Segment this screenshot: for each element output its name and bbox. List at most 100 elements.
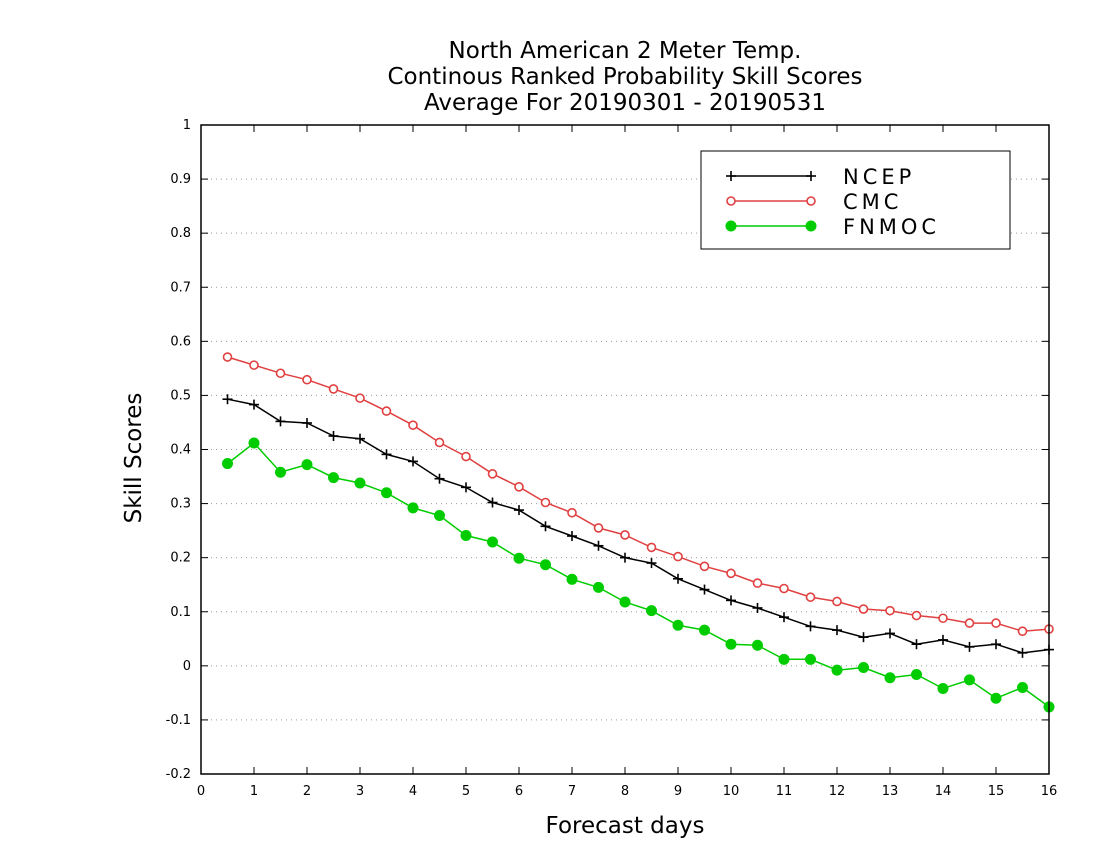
x-tick-label: 14 [935,784,952,799]
data-point-fnmoc [540,559,551,571]
data-point-cmc [832,596,842,607]
chart-title: North American 2 Meter Temp. Continous R… [387,38,862,116]
data-point-ncep [249,399,259,410]
data-point-cmc [938,613,948,624]
y-tick-label: -0.1 [166,713,191,728]
data-point-ncep [328,430,339,441]
y-tick-label: 0.3 [170,497,191,512]
legend-marker-fnmoc [725,220,737,232]
title-line-1: North American 2 Meter Temp. [449,38,802,64]
data-point-cmc [249,360,259,370]
data-point-fnmoc [699,624,710,636]
data-point-ncep [726,595,736,606]
legend-entry-fnmoc: FNMOC [725,215,940,239]
x-tick-label: 1 [250,784,258,799]
data-point-cmc [222,352,233,362]
x-tick-label: 3 [356,784,364,799]
data-point-fnmoc [937,683,949,695]
data-point-cmc [381,406,392,416]
data-point-ncep [567,531,577,542]
series-ncep [222,394,1054,658]
data-point-ncep [699,584,710,595]
data-point-fnmoc [725,638,737,650]
y-tick-label: -0.2 [166,767,191,782]
data-point-cmc [434,437,445,448]
data-point-fnmoc [990,692,1002,704]
data-point-fnmoc [1017,681,1028,693]
data-point-fnmoc [566,573,578,585]
data-point-cmc [1017,626,1028,637]
x-tick-label: 9 [674,784,682,799]
y-tick-label: 0.5 [170,388,191,403]
x-tick-label: 0 [197,784,205,799]
x-tick-label: 16 [1041,784,1058,799]
data-point-ncep [991,639,1001,650]
data-point-cmc [858,604,869,614]
data-point-fnmoc [354,477,366,489]
data-point-ncep [540,521,551,532]
data-point-ncep [938,634,948,645]
series-line-ncep [227,398,1050,654]
data-point-fnmoc [593,581,604,593]
x-tick-label: 6 [515,784,523,799]
data-point-fnmoc [672,619,684,631]
x-tick-label: 11 [776,784,793,799]
y-axis-label: Skill Scores [121,393,147,524]
data-point-fnmoc [301,459,313,471]
legend-label-ncep: NCEP [843,165,915,189]
series-line-fnmoc [227,441,1050,708]
series-line-cmc [227,356,1050,632]
x-tick-label: 13 [882,784,899,799]
data-point-ncep [779,612,789,623]
data-point-cmc [328,384,339,394]
data-point-cmc [461,451,471,462]
x-tick-label: 2 [303,784,311,799]
data-point-cmc [646,542,657,553]
legend-label-cmc: CMC [843,190,902,214]
data-point-fnmoc [222,458,233,470]
legend-label-fnmoc: FNMOC [843,215,940,239]
legend-marker-cmc [726,196,736,206]
data-point-fnmoc [858,661,869,673]
data-point-cmc [593,523,604,533]
x-axis: 0 1 2 3 4 5 6 7 8 9 10 11 12 13 14 15 16 [197,125,1057,799]
data-point-ncep [1017,647,1028,658]
series-cmc [222,352,1054,637]
data-point-fnmoc [619,596,631,608]
data-point-ncep [911,639,922,650]
legend-marker-cmc [806,196,816,206]
x-tick-label: 12 [829,784,846,799]
data-point-fnmoc [805,653,816,665]
data-point-ncep [461,482,471,493]
data-point-ncep [408,456,418,467]
data-point-fnmoc [407,502,419,514]
data-point-fnmoc [248,437,260,449]
data-point-ncep [302,417,312,428]
data-point-cmc [673,551,683,562]
data-point-cmc [302,374,312,385]
data-point-cmc [805,592,816,602]
y-tick-label: 0 [183,659,191,674]
y-tick-label: 0.7 [170,280,191,295]
data-point-cmc [275,368,286,379]
data-point-fnmoc [831,664,843,676]
legend-box [700,150,1011,250]
data-point-fnmoc [964,674,975,686]
data-point-ncep [593,540,604,551]
x-axis-label: Forecast days [546,813,705,839]
y-tick-label: 0.9 [170,172,191,187]
data-point-ncep [805,621,816,632]
y-tick-label: 0.4 [170,443,191,458]
data-point-fnmoc [911,668,922,680]
y-tick-label: 0.2 [170,551,191,566]
data-point-ncep [381,449,392,460]
series-group [222,352,1055,713]
data-point-ncep [275,416,286,427]
data-point-fnmoc [513,552,525,564]
data-point-fnmoc [460,529,472,541]
data-point-cmc [752,578,763,588]
data-point-fnmoc [646,605,657,617]
data-point-fnmoc [487,536,498,548]
